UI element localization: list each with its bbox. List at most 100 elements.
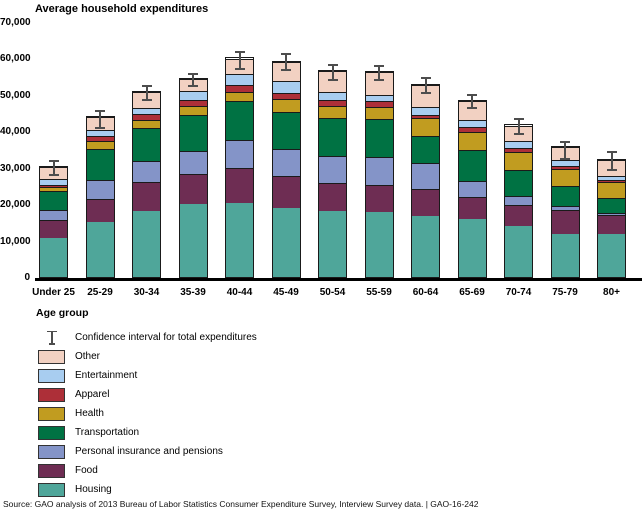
legend-swatch — [38, 463, 65, 478]
bar-segment-housing — [458, 219, 486, 277]
legend-row-apparel: Apparel — [38, 385, 257, 404]
y-tick-label: 70,000 — [0, 17, 31, 28]
bar-segment-food — [226, 168, 253, 204]
chart-title: Average household expenditures — [35, 3, 209, 15]
bar-segment-personal-insurance-and-pensions — [40, 210, 67, 221]
bar-segment-entertainment — [458, 119, 486, 128]
bar-segment-entertainment — [365, 94, 393, 102]
bar-segment-personal-insurance-and-pensions — [133, 160, 160, 182]
bar-segment-entertainment — [412, 106, 439, 115]
bar-segment-apparel — [598, 179, 625, 183]
x-tick-label: 30-34 — [133, 287, 160, 298]
bar-segment-entertainment — [319, 92, 346, 101]
legend-swatch — [38, 444, 65, 459]
y-tick-label: 40,000 — [0, 126, 31, 138]
bar-segment-housing — [40, 237, 67, 277]
bar-segment-housing — [226, 203, 253, 277]
legend-swatch — [38, 368, 65, 383]
bar-segment-entertainment — [598, 175, 625, 180]
bar-segment-personal-insurance-and-pensions — [226, 140, 253, 169]
error-bar — [318, 63, 347, 81]
bar-segment-entertainment — [40, 179, 67, 185]
legend-label: Personal insurance and pensions — [75, 446, 223, 457]
bar-segment-apparel — [272, 93, 300, 100]
bar-segment-transportation — [86, 149, 114, 181]
bar-segment-health — [40, 187, 67, 192]
bar-segment-entertainment — [505, 141, 532, 149]
error-bar — [132, 85, 161, 101]
y-tick-label: 50,000 — [0, 89, 31, 101]
bar-segment-housing — [365, 212, 393, 277]
stacked-bar-55-59 — [364, 70, 394, 278]
bar-segment-food — [272, 175, 300, 208]
bar-segment-transportation — [226, 101, 253, 141]
stacked-bar-35-39 — [178, 77, 208, 278]
bar-segment-personal-insurance-and-pensions — [458, 181, 486, 198]
bar-segment-transportation — [272, 112, 300, 149]
x-tick-label: 65-69 — [459, 287, 485, 298]
bar-segment-health — [133, 119, 160, 129]
legend-row-food: Food — [38, 461, 257, 480]
bar-segment-entertainment — [86, 129, 114, 136]
bar-segment-food — [319, 183, 346, 212]
bar-segment-food — [365, 184, 393, 213]
bar-segment-food — [505, 204, 532, 226]
legend-row-entertainment: Entertainment — [38, 366, 257, 385]
bar-segment-housing — [179, 204, 207, 277]
error-bar — [365, 64, 394, 82]
stacked-bar-25-29 — [85, 116, 115, 278]
bar-segment-health — [226, 91, 253, 102]
stacked-bar-40-44 — [225, 57, 254, 278]
legend-row-other: Other — [38, 347, 257, 366]
bar-segment-food — [412, 189, 439, 217]
legend-label: Housing — [75, 484, 112, 495]
bar-segment-transportation — [365, 118, 393, 157]
stacked-bar-50-54 — [318, 70, 347, 278]
x-tick-label: 25-29 — [87, 287, 113, 298]
error-bar — [272, 53, 301, 72]
bar-segment-housing — [272, 207, 300, 277]
bar-segment-personal-insurance-and-pensions — [505, 196, 532, 205]
error-bar — [504, 118, 533, 136]
bar-segment-entertainment — [551, 159, 579, 167]
bar-segment-housing — [598, 234, 625, 277]
bar-segment-transportation — [551, 185, 579, 207]
bar-segment-housing — [505, 226, 532, 277]
legend-label: Food — [75, 465, 98, 476]
y-tick-label: 10,000 — [0, 235, 31, 247]
bar-segment-apparel — [365, 101, 393, 107]
y-tick-label: 0 — [24, 272, 30, 283]
bar-segment-health — [598, 182, 625, 198]
x-tick-label: 40-44 — [226, 287, 253, 298]
bar-segment-entertainment — [179, 90, 207, 101]
bar-segment-personal-insurance-and-pensions — [551, 206, 579, 211]
stacked-bar-60-64 — [411, 83, 440, 278]
legend-row-housing: Housing — [38, 480, 257, 499]
bar-segment-apparel — [458, 127, 486, 132]
bar-segment-housing — [319, 211, 346, 277]
bar-segment-food — [458, 197, 486, 220]
legend-row-personal-insurance-and-pensions: Personal insurance and pensions — [38, 442, 257, 461]
confidence-interval-icon — [38, 330, 65, 346]
bar-segment-personal-insurance-and-pensions — [86, 180, 114, 200]
bar-segment-transportation — [319, 118, 346, 157]
bar-segment-apparel — [505, 148, 532, 152]
error-bar — [86, 109, 115, 129]
bar-segment-housing — [551, 234, 579, 277]
legend-swatch — [38, 406, 65, 421]
bar-segment-apparel — [86, 135, 114, 141]
bar-segment-transportation — [598, 197, 625, 213]
x-tick-label: 55-59 — [366, 287, 392, 298]
error-bar — [411, 77, 440, 94]
bar-segment-transportation — [133, 128, 160, 161]
stacked-bar-80+ — [597, 158, 626, 278]
bar-segment-transportation — [458, 149, 486, 182]
bar-segment-food — [179, 174, 207, 205]
bar-segment-transportation — [40, 191, 67, 211]
bar-segment-health — [365, 106, 393, 119]
legend-row-health: Health — [38, 404, 257, 423]
y-tick-label: 60,000 — [0, 53, 31, 65]
x-axis-title: Age group — [36, 307, 89, 319]
bar-segment-apparel — [40, 184, 67, 188]
